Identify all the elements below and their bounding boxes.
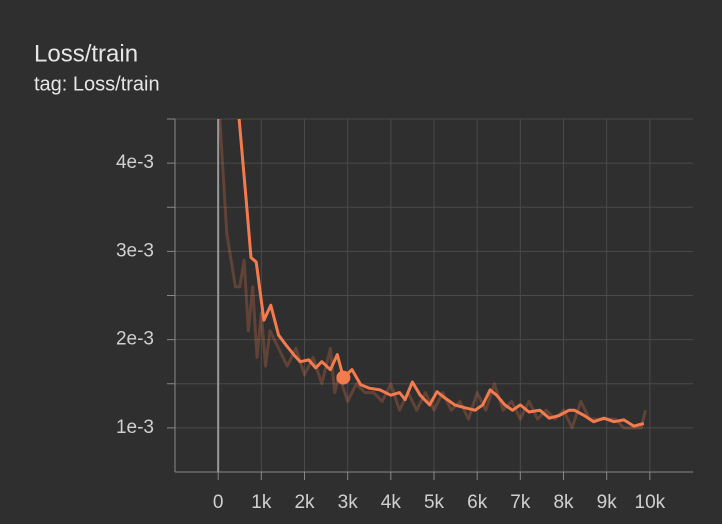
y-tick-label: 1e-3 <box>116 417 154 438</box>
x-tick-label: 2k <box>294 492 315 513</box>
x-tick-label: 0 <box>213 492 224 513</box>
y-tick-label: 4e-3 <box>116 152 154 173</box>
x-tick-label: 7k <box>510 492 531 513</box>
x-tick-label: 3k <box>338 492 359 513</box>
y-tick-label: 3e-3 <box>116 240 154 261</box>
x-tick-label: 9k <box>597 492 618 513</box>
x-tick-label: 1k <box>251 492 272 513</box>
chart-title: Loss/train <box>34 40 138 67</box>
x-tick-label: 10k <box>635 492 666 513</box>
y-tick-label: 2e-3 <box>116 329 154 350</box>
x-tick-label: 8k <box>553 492 574 513</box>
x-tick-label: 5k <box>424 492 445 513</box>
series-line <box>237 119 645 428</box>
hover-marker <box>336 370 351 385</box>
x-tick-label: 6k <box>467 492 488 513</box>
x-tick-label: 4k <box>381 492 402 513</box>
chart-subtitle: tag: Loss/train <box>34 73 160 95</box>
series-line <box>218 119 647 430</box>
